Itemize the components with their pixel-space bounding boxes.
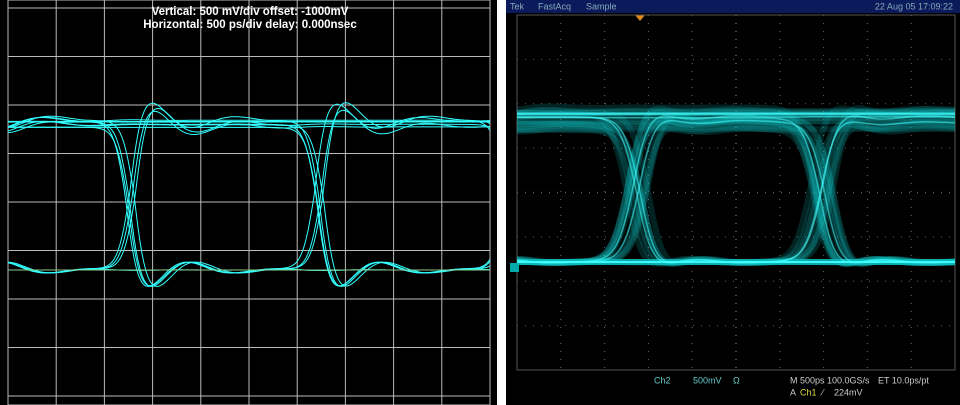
brand: Tek	[510, 1, 525, 11]
timestamp: 22 Aug 05 17:09:22	[875, 1, 953, 11]
coupling: Ω	[733, 375, 740, 385]
acq-type: Sample	[586, 1, 617, 11]
trigger-label: A	[790, 387, 796, 397]
channel-marker	[510, 263, 519, 272]
channel: Ch2	[654, 375, 671, 385]
trigger-level: 224mV	[834, 387, 863, 397]
page: Vertical: 500 mV/div offset: -1000mV Hor…	[0, 0, 960, 405]
trigger-source: Ch1	[800, 387, 817, 397]
left-scope: Vertical: 500 mV/div offset: -1000mV Hor…	[0, 0, 497, 405]
screenshot: Vertical: 500 mV/div offset: -1000mV Hor…	[0, 0, 960, 405]
vertical-setting: Vertical: 500 mV/div offset: -1000mV	[152, 6, 349, 18]
right-scope: Tek FastAcq Sample 22 Aug 05 17:09:22 Ch…	[506, 0, 960, 405]
timebase: M 500ps 100.0GS/s	[790, 375, 870, 385]
resolution: ET 10.0ps/pt	[878, 375, 929, 385]
scale: 500mV	[693, 375, 722, 385]
acq-mode: FastAcq	[538, 1, 571, 11]
horizontal-setting: Horizontal: 500 ps/div delay: 0.000nsec	[143, 19, 357, 31]
right-screen	[506, 0, 960, 405]
